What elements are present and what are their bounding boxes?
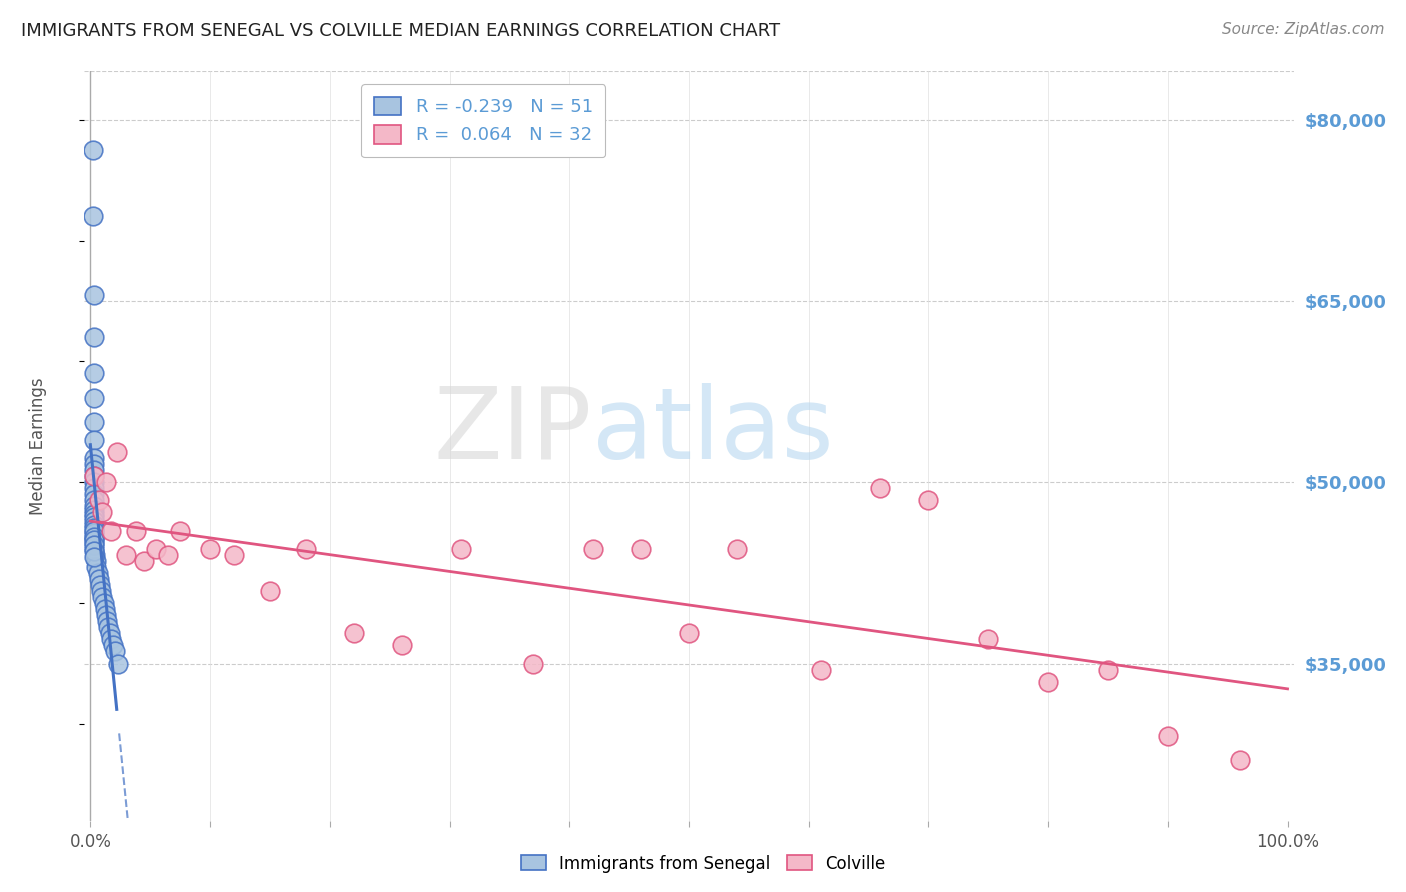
Point — [115, 548, 138, 562]
Point — [83, 463, 105, 477]
Point — [295, 541, 318, 556]
Point — [83, 538, 105, 552]
Point — [90, 584, 112, 599]
Point — [83, 475, 105, 490]
Point — [917, 493, 939, 508]
Point — [522, 657, 544, 671]
Point — [86, 566, 108, 580]
Legend: R = -0.239   N = 51, R =  0.064   N = 32: R = -0.239 N = 51, R = 0.064 N = 32 — [361, 84, 606, 157]
Point — [145, 541, 167, 556]
Point — [83, 493, 105, 508]
Point — [83, 451, 105, 466]
Point — [869, 481, 891, 495]
Text: ZIP: ZIP — [434, 383, 592, 480]
Point — [83, 481, 105, 495]
Point — [105, 445, 128, 459]
Point — [83, 517, 105, 532]
Text: Source: ZipAtlas.com: Source: ZipAtlas.com — [1222, 22, 1385, 37]
Point — [198, 541, 221, 556]
Point — [83, 500, 105, 514]
Point — [97, 620, 120, 634]
Point — [83, 367, 105, 381]
Point — [94, 608, 117, 623]
Point — [83, 330, 105, 344]
Point — [82, 210, 104, 224]
Point — [83, 533, 105, 548]
Point — [450, 541, 472, 556]
Point — [83, 469, 105, 483]
Point — [83, 510, 105, 524]
Point — [100, 632, 122, 647]
Point — [86, 554, 108, 568]
Point — [91, 590, 114, 604]
Point — [87, 572, 110, 586]
Point — [84, 548, 107, 562]
Point — [343, 626, 366, 640]
Point — [1097, 663, 1119, 677]
Text: atlas: atlas — [592, 383, 834, 480]
Point — [83, 457, 105, 471]
Point — [91, 506, 114, 520]
Point — [83, 288, 105, 302]
Point — [100, 524, 122, 538]
Point — [83, 526, 105, 541]
Point — [977, 632, 1000, 647]
Point — [83, 541, 105, 556]
Point — [1157, 729, 1180, 743]
Point — [725, 541, 748, 556]
Point — [83, 391, 105, 405]
Point — [83, 524, 105, 538]
Point — [89, 578, 111, 592]
Point — [87, 493, 110, 508]
Point — [630, 541, 652, 556]
Point — [259, 584, 281, 599]
Point — [83, 544, 105, 558]
Point — [83, 415, 105, 429]
Point — [93, 596, 115, 610]
Point — [83, 487, 105, 501]
Point — [83, 469, 105, 483]
Point — [391, 639, 413, 653]
Text: Median Earnings: Median Earnings — [30, 377, 48, 515]
Point — [86, 559, 108, 574]
Point — [83, 535, 105, 549]
Point — [83, 433, 105, 447]
Point — [1036, 674, 1059, 689]
Point — [96, 614, 118, 628]
Point — [101, 639, 124, 653]
Legend: Immigrants from Senegal, Colville: Immigrants from Senegal, Colville — [515, 848, 891, 880]
Point — [83, 521, 105, 535]
Point — [582, 541, 605, 556]
Point — [83, 514, 105, 528]
Point — [678, 626, 700, 640]
Point — [83, 507, 105, 521]
Point — [82, 143, 104, 157]
Point — [94, 475, 117, 490]
Point — [83, 503, 105, 517]
Point — [134, 554, 156, 568]
Point — [222, 548, 245, 562]
Point — [157, 548, 180, 562]
Point — [104, 644, 127, 658]
Point — [83, 531, 105, 545]
Point — [83, 530, 105, 544]
Point — [125, 524, 148, 538]
Point — [93, 602, 115, 616]
Text: IMMIGRANTS FROM SENEGAL VS COLVILLE MEDIAN EARNINGS CORRELATION CHART: IMMIGRANTS FROM SENEGAL VS COLVILLE MEDI… — [21, 22, 780, 40]
Point — [83, 550, 105, 565]
Point — [98, 626, 121, 640]
Point — [1229, 753, 1251, 767]
Point — [107, 657, 129, 671]
Point — [810, 663, 832, 677]
Point — [169, 524, 191, 538]
